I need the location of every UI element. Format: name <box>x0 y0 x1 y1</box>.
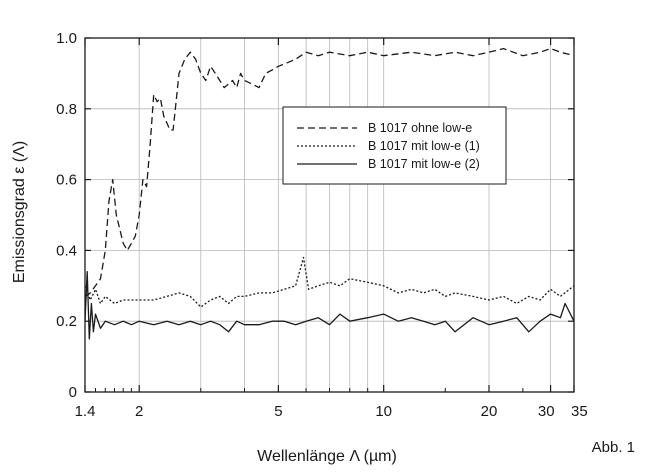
series-line-2 <box>84 256 575 308</box>
legend-label-ohne-low-e: B 1017 ohne low-e <box>368 121 472 135</box>
y-tick-label: 0 <box>69 384 77 401</box>
legend-label-mit-low-e-1: B 1017 mit low-e (1) <box>368 139 480 153</box>
y-axis-title: Emissionsgrad ε (Λ) <box>11 141 28 283</box>
figure-label: Abb. 1 <box>592 439 635 456</box>
y-tick-label: 0.6 <box>56 172 77 189</box>
x-tick-label: 2 <box>135 403 143 420</box>
series-line-3 <box>84 270 575 340</box>
legend: B 1017 ohne low-e B 1017 mit low-e (1) B… <box>282 106 507 185</box>
y-tick-label: 0.2 <box>56 313 77 330</box>
axis-ticks: 0 0.2 0.4 0.6 0.8 1.0 1.4 2 5 10 20 30 35 <box>56 30 588 420</box>
legend-label-mit-low-e-2: B 1017 mit low-e (2) <box>368 157 480 171</box>
y-tick-label: 1.0 <box>56 30 77 47</box>
x-tick-label: 1.4 <box>75 403 96 420</box>
x-tick-label: 5 <box>274 403 282 420</box>
x-tick-label: 30 <box>538 403 555 420</box>
series-line-1 <box>84 47 575 297</box>
legend-box <box>282 106 507 185</box>
x-tick-label: 20 <box>481 403 498 420</box>
series-lines <box>84 47 575 340</box>
y-tick-label: 0.4 <box>56 242 77 259</box>
y-tick-label: 0.8 <box>56 101 77 118</box>
grid <box>85 38 574 392</box>
x-tick-label: 35 <box>571 403 588 420</box>
x-axis-title: Wellenlänge Λ (µm) <box>257 448 397 465</box>
x-tick-label: 10 <box>375 403 392 420</box>
